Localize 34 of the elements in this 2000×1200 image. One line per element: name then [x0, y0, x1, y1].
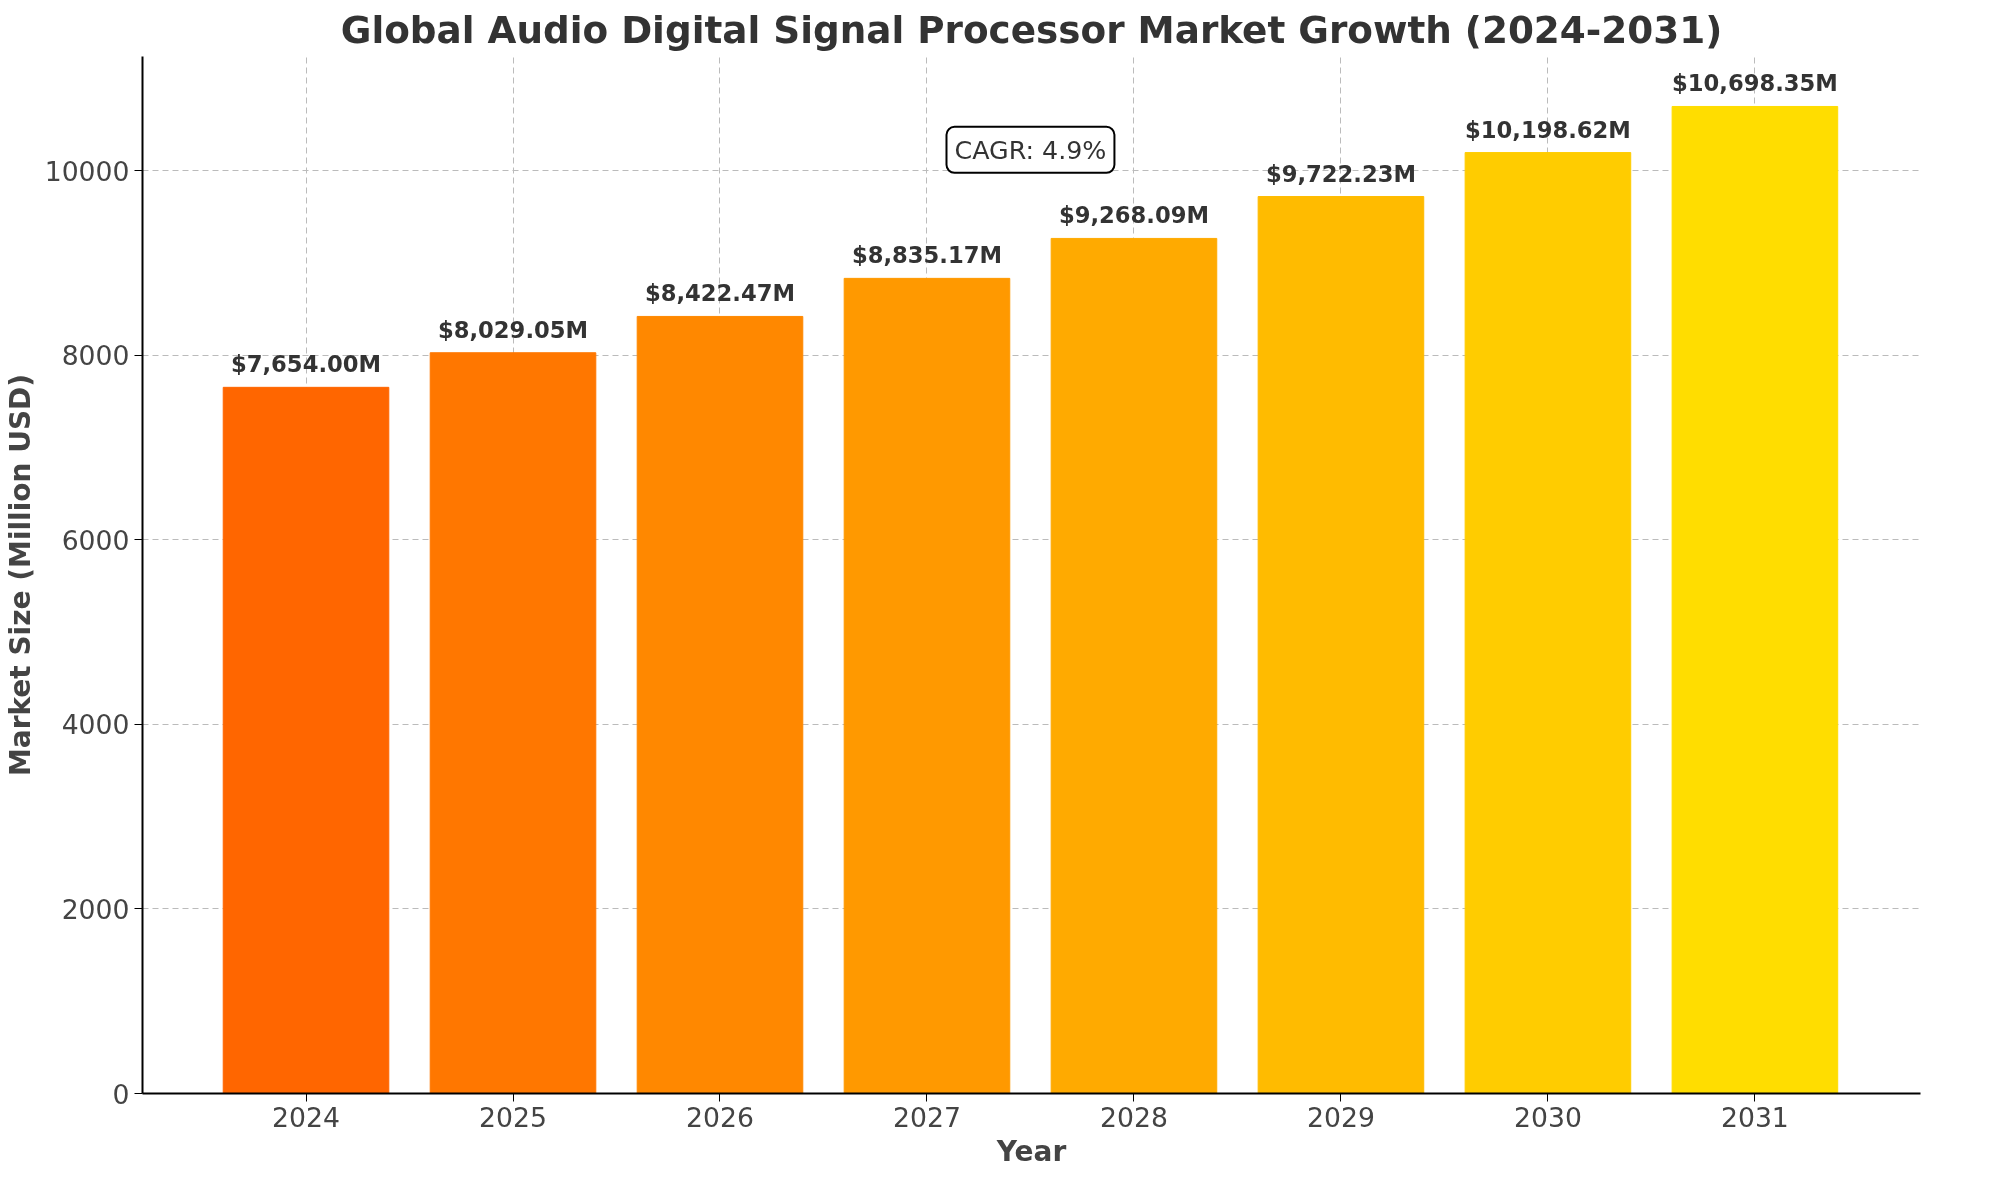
y-tick-label: 2000: [61, 893, 130, 925]
annotation: CAGR: 4.9%: [954, 134, 1107, 165]
data-label: $9,722.23M: [1265, 160, 1416, 187]
x-axis-title: Year: [995, 1134, 1067, 1168]
data-label: $9,268.09M: [1058, 202, 1210, 229]
x-tick-label: 2030: [1514, 1101, 1582, 1133]
bar: [429, 352, 597, 1094]
bar: [222, 386, 390, 1094]
chart-title: Global Audio Digital Signal Processor Market Growth (2024-2031): [340, 7, 1723, 52]
x-tick-label: 2025: [479, 1101, 547, 1133]
y-tick-label: 8000: [61, 340, 130, 372]
bar: [1464, 152, 1632, 1094]
x-tick-label: 2026: [686, 1101, 754, 1133]
y-tick-label: 6000: [61, 524, 130, 556]
bar: [1257, 196, 1425, 1094]
x-tick-label: 2031: [1720, 1101, 1789, 1133]
data-label: $8,422.47M: [644, 280, 796, 307]
bar: [1050, 237, 1218, 1094]
y-tick-label: 10000: [44, 155, 130, 187]
y-axis-title: Market Size (Million USD): [3, 373, 37, 777]
bar: [636, 315, 804, 1094]
data-label: $10,198.62M: [1464, 116, 1631, 143]
y-tick-label: 0: [112, 1078, 130, 1110]
data-label: $7,654.00M: [230, 351, 382, 378]
x-tick-label: 2024: [272, 1101, 340, 1133]
bar: [1671, 105, 1839, 1094]
x-tick-label: 2028: [1100, 1101, 1168, 1133]
x-tick-label: 2027: [893, 1101, 961, 1133]
data-label: $8,835.17M: [851, 242, 1003, 269]
x-tick-label: 2029: [1307, 1101, 1375, 1133]
data-label: $10,698.35M: [1671, 70, 1838, 97]
y-tick-label: 4000: [61, 709, 130, 741]
data-label: $8,029.05M: [437, 316, 589, 343]
bar: [843, 277, 1011, 1094]
